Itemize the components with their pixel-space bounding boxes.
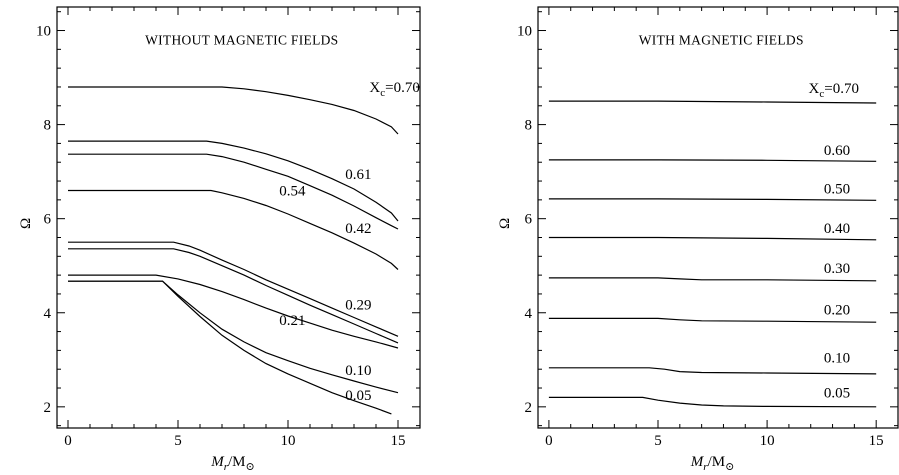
series-label: 0.60: [824, 143, 850, 159]
series-line: [548, 100, 877, 104]
y-tick-label: 6: [525, 212, 533, 228]
y-tick-label: 4: [525, 306, 533, 322]
y-tick-label: 8: [44, 118, 52, 134]
series-line: [548, 317, 877, 323]
plot-frame: [537, 6, 899, 429]
chart-title: WITHOUT MAGNETIC FIELDS: [145, 33, 338, 48]
y-tick-label: 10: [517, 24, 532, 40]
series-label-main: X: [809, 81, 820, 97]
series-line: [68, 189, 399, 270]
series-label-main: X: [369, 80, 380, 96]
series-label: 0.30: [824, 261, 850, 277]
x-axis-label-main: M: [210, 454, 225, 470]
y-tick-label: 8: [525, 118, 533, 134]
series-label: 0.54: [279, 183, 306, 199]
x-tick-label: 15: [391, 433, 406, 449]
series-line: [548, 367, 877, 375]
x-tick-label: 5: [174, 433, 182, 449]
x-axis-label-sym: ⊙: [725, 461, 734, 473]
x-axis-label-main: M: [690, 454, 705, 470]
series-label-rest: =0.70: [385, 80, 420, 96]
x-tick-label: 10: [760, 433, 775, 449]
x-axis-label-rest: /M: [708, 454, 726, 470]
x-tick-label: 0: [64, 433, 72, 449]
y-tick-label: 10: [36, 24, 51, 40]
series-label: 0.50: [824, 182, 850, 198]
series-line: [68, 280, 392, 415]
series-line: [68, 241, 399, 337]
series-label: 0.05: [824, 386, 850, 402]
series-label-sub: c: [819, 88, 824, 100]
chart-title: WITH MAGNETIC FIELDS: [639, 33, 804, 48]
x-axis-label-sub: r: [703, 461, 708, 473]
series-label: 0.29: [345, 297, 371, 313]
series-label: 0.61: [345, 167, 371, 183]
series-label: Xc=0.70: [809, 81, 859, 100]
x-tick-label: 15: [869, 433, 884, 449]
series-label: 0.10: [345, 363, 371, 379]
series-line: [548, 159, 877, 162]
x-tick-label: 5: [654, 433, 662, 449]
series-line: [68, 86, 399, 135]
series-label-sub: c: [380, 87, 385, 99]
series-line: [68, 153, 399, 230]
x-axis-label-sub: r: [224, 461, 229, 473]
series-line: [68, 140, 399, 222]
series-label: Xc=0.70: [369, 80, 419, 99]
series-label-rest: =0.70: [824, 81, 859, 97]
y-tick-label: 6: [44, 212, 52, 228]
series-label: 0.20: [824, 302, 850, 318]
y-tick-label: 4: [44, 306, 52, 322]
series-line: [548, 277, 877, 282]
series-label: 0.05: [345, 388, 371, 404]
plot-frame: [56, 6, 421, 429]
x-tick-label: 0: [545, 433, 553, 449]
series-line: [548, 396, 877, 408]
series-line: [68, 280, 399, 394]
series-line: [68, 248, 399, 344]
chart-panel-2: 0 5 10 15 2 4 6 8 10 WITH MAGNETIC FIELDS Ω Mr/M⊙ Xc…: [497, 6, 899, 473]
chart-panel-1: 0 5 10 15 2 4 6 8 10 WITHOUT MAGNETIC FIELDS Ω Mr/M…: [18, 6, 421, 473]
x-axis-label-sym: ⊙: [246, 461, 255, 473]
series-line: [548, 198, 877, 201]
y-axis-label: Ω: [18, 218, 34, 229]
series-label: 0.21: [279, 313, 305, 329]
series-line: [68, 274, 399, 349]
x-axis-label: Mr/M⊙: [210, 454, 255, 473]
x-axis-label-rest: /M: [228, 454, 246, 470]
y-axis-label: Ω: [497, 218, 513, 229]
series-label: 0.42: [345, 221, 371, 237]
y-tick-label: 2: [525, 400, 533, 416]
y-tick-label: 2: [44, 400, 52, 416]
series-line: [548, 236, 877, 241]
x-tick-label: 10: [281, 433, 296, 449]
series-label: 0.10: [824, 350, 850, 366]
x-axis-label: Mr/M⊙: [690, 454, 735, 473]
series-label: 0.40: [824, 221, 850, 237]
